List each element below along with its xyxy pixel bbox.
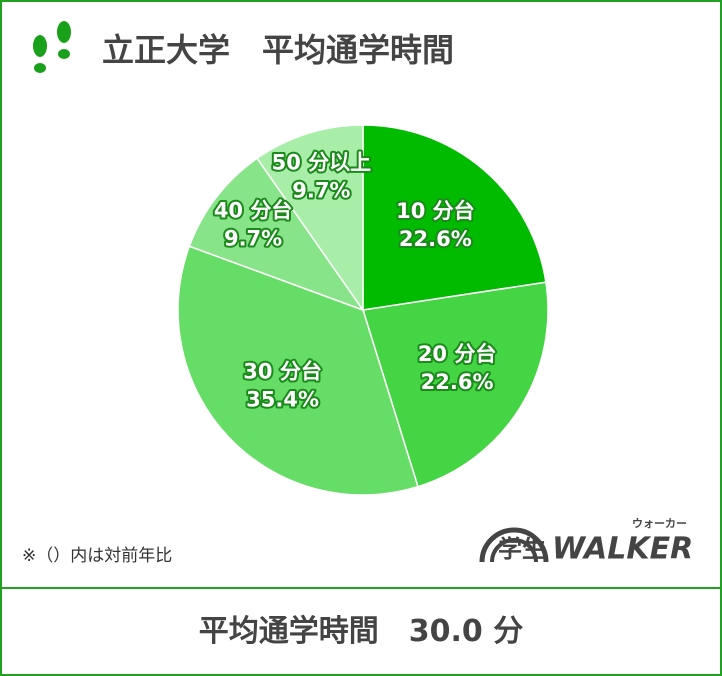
- slice-label: 20 分台: [418, 342, 497, 366]
- slice-label: 10 分台: [396, 199, 475, 223]
- value-label: 22.6%: [421, 370, 494, 394]
- chart-title: 立正大学 平均通学時間: [102, 31, 454, 69]
- summary-value: 30.0 分: [409, 614, 523, 649]
- logo-text: 学生: [498, 535, 546, 563]
- value-label: 9.7%: [224, 226, 282, 250]
- footprint-icon: [33, 21, 71, 73]
- summary: 平均通学時間 30.0 分: [199, 614, 523, 649]
- value-label: 22.6%: [399, 227, 472, 251]
- summary-label: 平均通学時間: [199, 614, 379, 649]
- value-label: 35.4%: [246, 387, 319, 411]
- slice-label: 50 分以上: [272, 151, 372, 175]
- logo-text: ウォーカー: [632, 517, 687, 530]
- footnote: ※（）内は対前年比: [22, 546, 172, 566]
- logo-text: WALKER: [552, 532, 693, 567]
- pie-slice: [362, 124, 547, 311]
- logo: 学生 WALKER ウォーカー: [479, 517, 693, 567]
- value-label: 9.7%: [292, 179, 350, 203]
- slice-label: 30 分台: [243, 359, 322, 383]
- pie-slice: [256, 124, 364, 313]
- slice-label: 40 分台: [214, 198, 293, 222]
- pie-slice: [188, 157, 365, 312]
- pie-slice: [362, 281, 549, 488]
